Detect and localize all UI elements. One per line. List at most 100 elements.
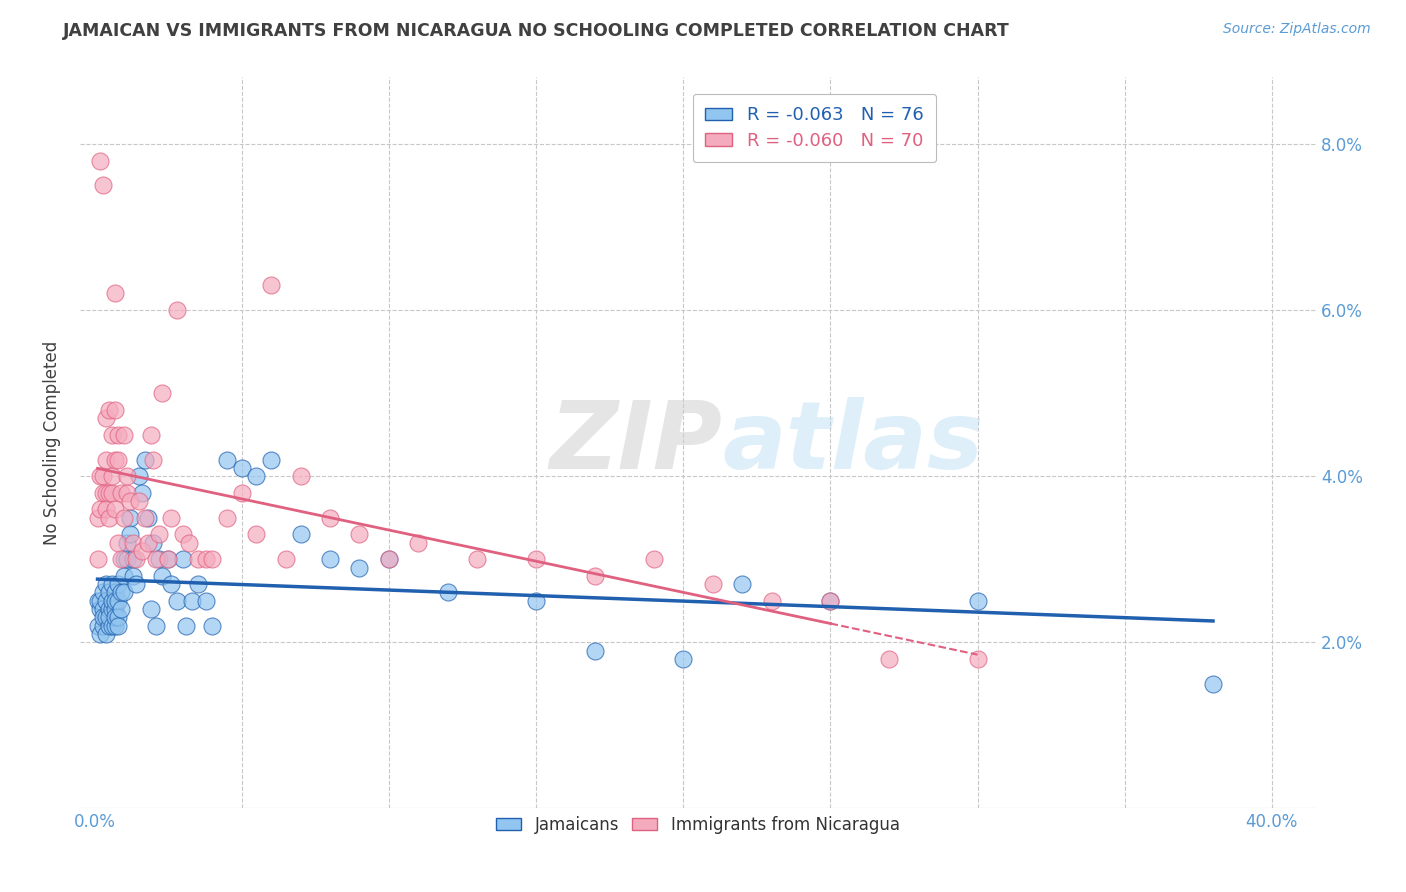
Point: [195, 594, 218, 608]
Point: [107, 577, 129, 591]
Point: [672, 652, 695, 666]
Point: [157, 552, 180, 566]
Point: [110, 485, 132, 500]
Point: [104, 286, 127, 301]
Point: [136, 535, 159, 549]
Point: [290, 469, 312, 483]
Point: [231, 485, 253, 500]
Point: [408, 535, 430, 549]
Point: [110, 602, 132, 616]
Point: [96, 577, 118, 591]
Point: [121, 569, 143, 583]
Point: [98, 602, 121, 616]
Point: [101, 618, 124, 632]
Point: [101, 577, 124, 591]
Point: [115, 535, 138, 549]
Point: [118, 494, 141, 508]
Point: [93, 469, 115, 483]
Point: [160, 510, 183, 524]
Point: [101, 469, 124, 483]
Point: [89, 153, 111, 168]
Point: [112, 585, 135, 599]
Point: [93, 585, 115, 599]
Point: [145, 618, 167, 632]
Point: [98, 618, 121, 632]
Point: [115, 485, 138, 500]
Point: [702, 577, 724, 591]
Point: [136, 510, 159, 524]
Point: [583, 643, 606, 657]
Point: [1202, 677, 1225, 691]
Text: ZIP: ZIP: [550, 397, 723, 489]
Point: [187, 577, 209, 591]
Point: [96, 485, 118, 500]
Point: [142, 452, 165, 467]
Point: [89, 602, 111, 616]
Point: [93, 618, 115, 632]
Point: [101, 427, 124, 442]
Point: [761, 594, 783, 608]
Point: [104, 502, 127, 516]
Point: [93, 610, 115, 624]
Point: [101, 602, 124, 616]
Point: [245, 527, 267, 541]
Point: [349, 560, 371, 574]
Point: [96, 452, 118, 467]
Point: [96, 502, 118, 516]
Point: [104, 602, 127, 616]
Point: [86, 552, 108, 566]
Point: [115, 552, 138, 566]
Legend: Jamaicans, Immigrants from Nicaragua: Jamaicans, Immigrants from Nicaragua: [486, 806, 910, 844]
Point: [142, 535, 165, 549]
Point: [98, 485, 121, 500]
Point: [98, 510, 121, 524]
Point: [110, 552, 132, 566]
Point: [231, 461, 253, 475]
Text: JAMAICAN VS IMMIGRANTS FROM NICARAGUA NO SCHOOLING COMPLETED CORRELATION CHART: JAMAICAN VS IMMIGRANTS FROM NICARAGUA NO…: [63, 22, 1010, 40]
Point: [104, 594, 127, 608]
Point: [643, 552, 665, 566]
Point: [201, 618, 224, 632]
Point: [820, 594, 842, 608]
Point: [820, 594, 842, 608]
Point: [139, 602, 162, 616]
Point: [290, 527, 312, 541]
Point: [115, 469, 138, 483]
Point: [731, 577, 754, 591]
Point: [465, 552, 488, 566]
Point: [86, 510, 108, 524]
Point: [378, 552, 401, 566]
Point: [89, 594, 111, 608]
Point: [172, 527, 194, 541]
Point: [215, 510, 238, 524]
Point: [96, 594, 118, 608]
Point: [145, 552, 167, 566]
Point: [110, 585, 132, 599]
Text: atlas: atlas: [723, 397, 984, 489]
Point: [131, 485, 153, 500]
Point: [128, 469, 150, 483]
Point: [125, 577, 148, 591]
Point: [93, 602, 115, 616]
Point: [107, 618, 129, 632]
Point: [93, 485, 115, 500]
Point: [150, 386, 173, 401]
Point: [104, 452, 127, 467]
Point: [107, 452, 129, 467]
Point: [966, 594, 988, 608]
Point: [148, 527, 170, 541]
Point: [112, 569, 135, 583]
Point: [112, 427, 135, 442]
Point: [172, 552, 194, 566]
Point: [112, 510, 135, 524]
Point: [436, 585, 458, 599]
Point: [349, 527, 371, 541]
Point: [101, 485, 124, 500]
Point: [118, 527, 141, 541]
Point: [524, 552, 547, 566]
Point: [131, 544, 153, 558]
Point: [112, 552, 135, 566]
Point: [274, 552, 297, 566]
Point: [524, 594, 547, 608]
Point: [98, 402, 121, 417]
